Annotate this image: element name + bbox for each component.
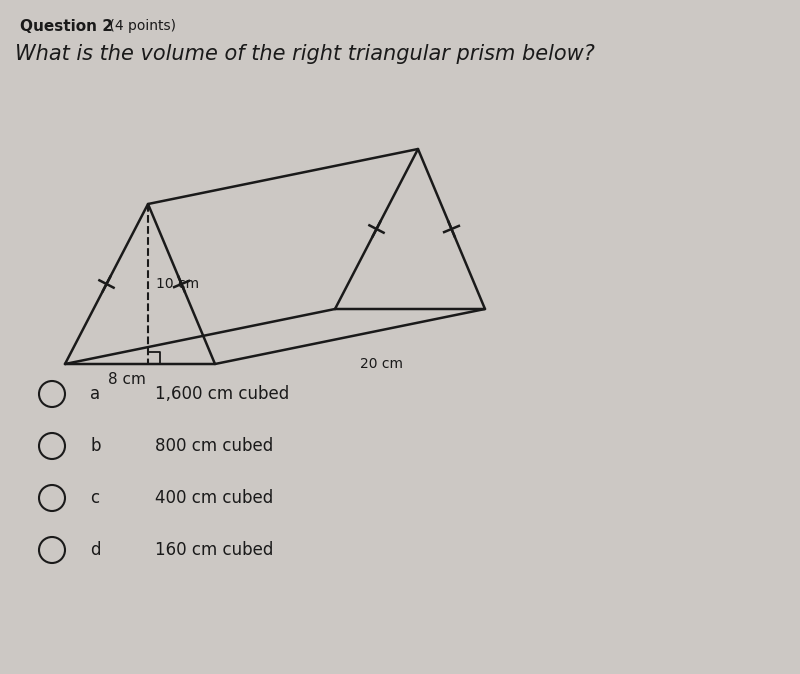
- Text: What is the volume of the right triangular prism below?: What is the volume of the right triangul…: [15, 44, 595, 64]
- Text: Question 2: Question 2: [20, 19, 113, 34]
- Text: 1,600 cm cubed: 1,600 cm cubed: [155, 385, 290, 403]
- Text: 10 cm: 10 cm: [156, 277, 199, 291]
- Text: a: a: [90, 385, 100, 403]
- Text: b: b: [90, 437, 101, 455]
- Text: 400 cm cubed: 400 cm cubed: [155, 489, 274, 507]
- Text: 8 cm: 8 cm: [108, 372, 146, 387]
- Text: d: d: [90, 541, 101, 559]
- Text: c: c: [90, 489, 99, 507]
- Text: (4 points): (4 points): [105, 19, 176, 33]
- Text: 160 cm cubed: 160 cm cubed: [155, 541, 274, 559]
- Text: 800 cm cubed: 800 cm cubed: [155, 437, 274, 455]
- Text: 20 cm: 20 cm: [360, 357, 403, 371]
